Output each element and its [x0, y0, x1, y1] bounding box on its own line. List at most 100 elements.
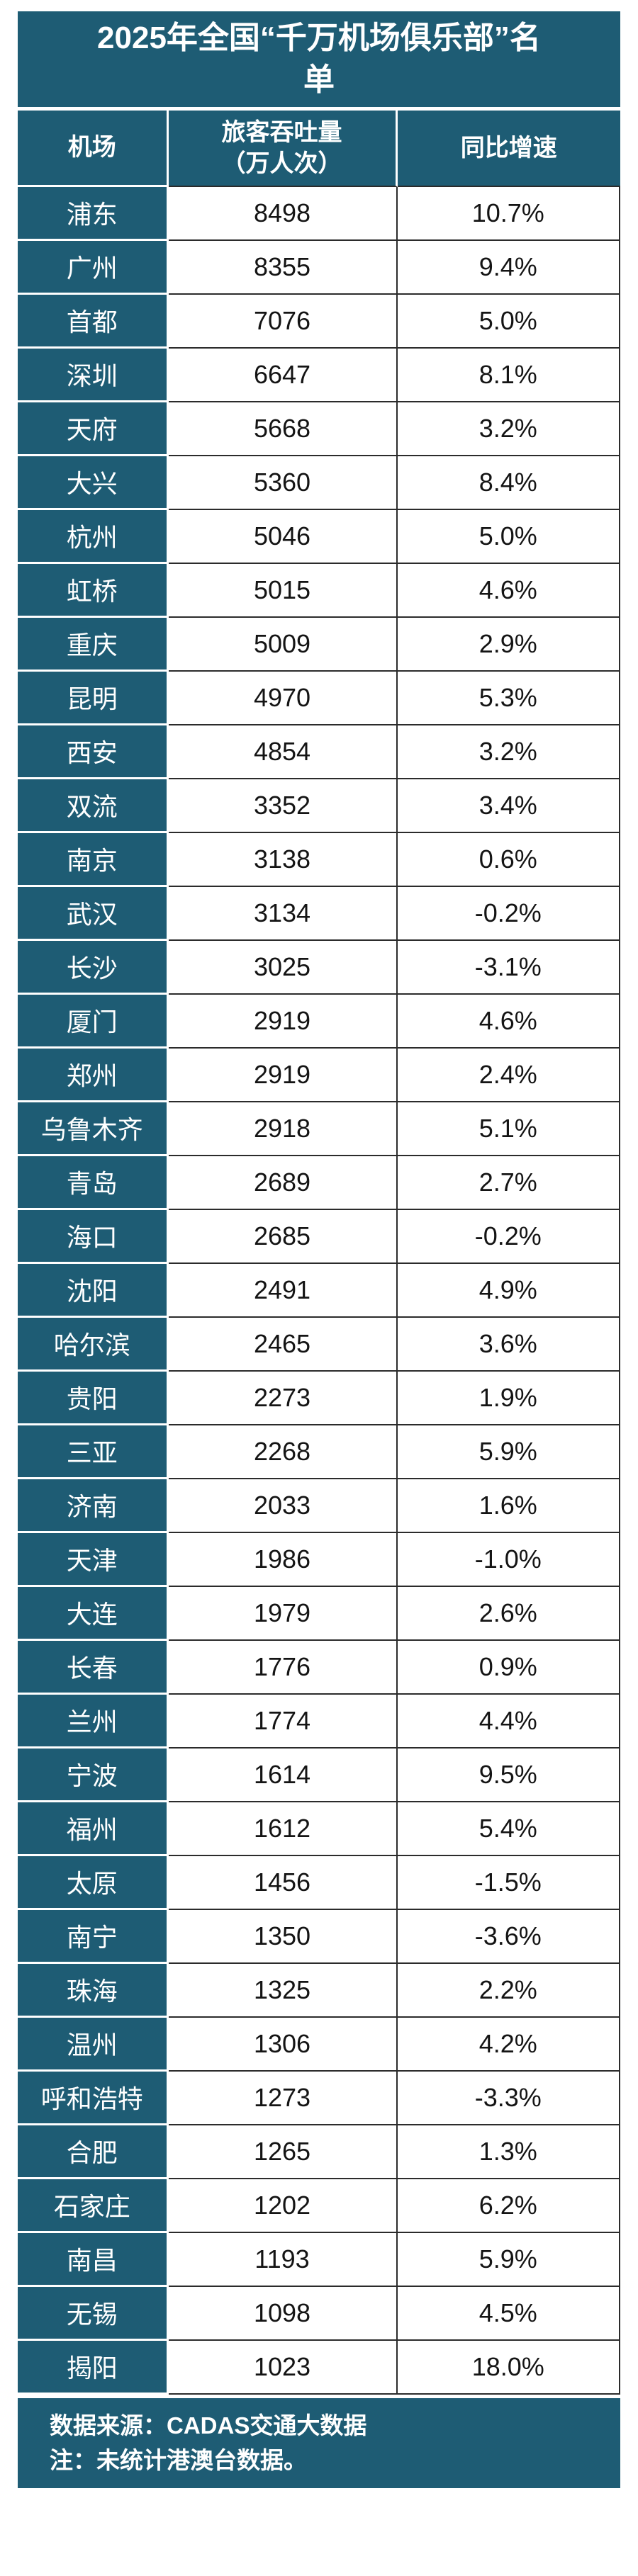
table-row: 三亚 2268 5.9%	[18, 1425, 620, 1479]
airport-name: 天津	[18, 1532, 169, 1587]
throughput-value: 2268	[168, 1425, 398, 1479]
airport-name: 宁波	[18, 1748, 169, 1802]
growth-value: -1.0%	[397, 1532, 620, 1587]
throughput-value: 2689	[168, 1156, 398, 1210]
growth-value: 5.1%	[397, 1102, 620, 1156]
table-row: 天府 5668 3.2%	[18, 402, 620, 456]
table-row: 贵阳 2273 1.9%	[18, 1371, 620, 1425]
table-row: 乌鲁木齐 2918 5.1%	[18, 1102, 620, 1156]
table-row: 济南 2033 1.6%	[18, 1479, 620, 1533]
page-title: 2025年全国“千万机场俱乐部”名单	[18, 11, 620, 107]
table-row: 石家庄 1202 6.2%	[18, 2179, 620, 2233]
table-row: 首都 7076 5.0%	[18, 294, 620, 349]
throughput-value: 8355	[168, 240, 398, 295]
airport-name: 三亚	[18, 1425, 169, 1479]
growth-value: 0.6%	[397, 832, 620, 887]
table-row: 呼和浩特 1273 -3.3%	[18, 2071, 620, 2125]
column-header-throughput: 旅客吞吐量 （万人次）	[168, 110, 398, 187]
growth-value: 5.9%	[397, 2232, 620, 2287]
throughput-value: 1098	[168, 2286, 398, 2341]
table-row: 昆明 4970 5.3%	[18, 671, 620, 725]
airport-name: 昆明	[18, 671, 169, 725]
growth-value: 4.4%	[397, 1694, 620, 1749]
airport-name: 沈阳	[18, 1263, 169, 1318]
growth-value: 4.5%	[397, 2286, 620, 2341]
throughput-value: 2919	[168, 994, 398, 1049]
throughput-value: 1325	[168, 1963, 398, 2018]
throughput-value: 4970	[168, 671, 398, 725]
growth-value: 4.6%	[397, 994, 620, 1049]
growth-value: -0.2%	[397, 886, 620, 941]
growth-value: 1.9%	[397, 1371, 620, 1425]
table-row: 杭州 5046 5.0%	[18, 509, 620, 564]
growth-value: 3.2%	[397, 725, 620, 779]
throughput-value: 5668	[168, 402, 398, 456]
table-row: 兰州 1774 4.4%	[18, 1694, 620, 1749]
throughput-value: 3352	[168, 779, 398, 833]
throughput-value: 5009	[168, 617, 398, 672]
growth-value: 0.9%	[397, 1640, 620, 1695]
throughput-value: 2491	[168, 1263, 398, 1318]
throughput-value: 3138	[168, 832, 398, 887]
airport-name: 长春	[18, 1640, 169, 1695]
growth-value: -3.6%	[397, 1909, 620, 1964]
growth-value: -3.3%	[397, 2071, 620, 2125]
throughput-value: 2273	[168, 1371, 398, 1425]
airport-name: 福州	[18, 1802, 169, 1856]
airport-name: 天府	[18, 402, 169, 456]
airport-name: 大连	[18, 1586, 169, 1641]
exclusion-note: 注：未统计港澳台数据。	[50, 2447, 307, 2474]
throughput-value: 6647	[168, 348, 398, 402]
throughput-value: 3134	[168, 886, 398, 941]
throughput-value: 4854	[168, 725, 398, 779]
airport-name: 揭阳	[18, 2340, 169, 2395]
airport-name: 大兴	[18, 456, 169, 510]
airport-name: 太原	[18, 1855, 169, 1910]
throughput-value: 2919	[168, 1048, 398, 1102]
growth-value: -0.2%	[397, 1209, 620, 1264]
airport-name: 郑州	[18, 1048, 169, 1102]
column-header-airport: 机场	[18, 110, 169, 187]
growth-value: 5.0%	[397, 509, 620, 564]
table-row: 大兴 5360 8.4%	[18, 456, 620, 510]
footer: 数据来源：CADAS交通大数据 注：未统计港澳台数据。	[18, 2397, 620, 2488]
airport-name: 武汉	[18, 886, 169, 941]
airport-name: 重庆	[18, 617, 169, 672]
table-row: 太原 1456 -1.5%	[18, 1855, 620, 1910]
throughput-value: 1986	[168, 1532, 398, 1587]
throughput-value: 2918	[168, 1102, 398, 1156]
table-row: 海口 2685 -0.2%	[18, 1209, 620, 1264]
airport-name: 合肥	[18, 2125, 169, 2179]
airport-name: 浦东	[18, 186, 169, 241]
throughput-value: 1306	[168, 2017, 398, 2072]
growth-value: -1.5%	[397, 1855, 620, 1910]
page: 2025年全国“千万机场俱乐部”名单 机场 旅客吞吐量 （万人次） 同比增速 浦…	[18, 11, 620, 2488]
growth-value: -3.1%	[397, 940, 620, 995]
throughput-value: 2465	[168, 1317, 398, 1372]
table-row: 双流 3352 3.4%	[18, 779, 620, 833]
table-row: 郑州 2919 2.4%	[18, 1048, 620, 1102]
table-row: 珠海 1325 2.2%	[18, 1963, 620, 2018]
throughput-value: 1612	[168, 1802, 398, 1856]
airport-name: 海口	[18, 1209, 169, 1264]
airport-name: 厦门	[18, 994, 169, 1049]
growth-value: 2.2%	[397, 1963, 620, 2018]
airport-name: 温州	[18, 2017, 169, 2072]
growth-value: 6.2%	[397, 2179, 620, 2233]
throughput-value: 1350	[168, 1909, 398, 1964]
throughput-value: 3025	[168, 940, 398, 995]
table-row: 福州 1612 5.4%	[18, 1802, 620, 1856]
table-row: 广州 8355 9.4%	[18, 240, 620, 295]
airport-name: 哈尔滨	[18, 1317, 169, 1372]
header-row: 机场 旅客吞吐量 （万人次） 同比增速	[18, 110, 620, 187]
throughput-value: 2033	[168, 1479, 398, 1533]
airport-name: 呼和浩特	[18, 2071, 169, 2125]
growth-value: 8.1%	[397, 348, 620, 402]
throughput-value: 7076	[168, 294, 398, 349]
growth-value: 5.0%	[397, 294, 620, 349]
table-row: 南昌 1193 5.9%	[18, 2232, 620, 2287]
airport-name: 西安	[18, 725, 169, 779]
table-header: 机场 旅客吞吐量 （万人次） 同比增速	[18, 110, 620, 187]
growth-value: 2.7%	[397, 1156, 620, 1210]
throughput-value: 1202	[168, 2179, 398, 2233]
